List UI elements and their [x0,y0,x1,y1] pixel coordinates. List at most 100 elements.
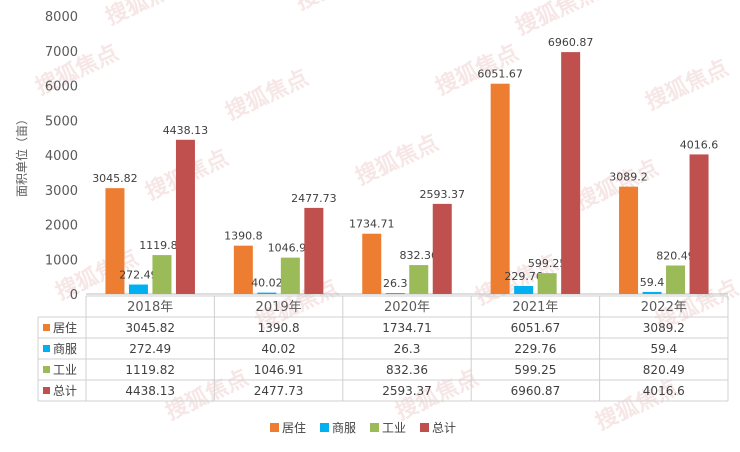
table-cell: 6960.87 [511,384,561,398]
data-label: 4438.13 [163,124,209,137]
legend-key-工业 [43,366,50,373]
data-label: 2477.73 [291,192,337,205]
table-cell: 4438.13 [125,384,175,398]
table-row-label: 工业 [53,363,77,377]
bar-居住 [619,186,639,294]
bar-工业 [537,273,557,294]
data-label: 272.49 [119,269,158,282]
bar-商服 [514,286,534,294]
watermark-text: 搜狐焦点 [222,65,313,126]
table-row-label: 商服 [53,341,77,356]
y-axis-title: 面积单位（亩） [14,113,29,197]
bar-总计 [689,154,709,294]
data-label: 26.3 [383,277,408,290]
watermark-text: 搜狐焦点 [642,55,733,116]
bar-商服 [128,284,148,294]
y-tick-label: 5000 [45,114,78,129]
watermark-text: 搜狐焦点 [162,365,253,426]
bar-商服 [385,293,405,294]
table-cell: 832.36 [386,363,428,377]
table-cell: 1390.8 [258,321,300,335]
data-label: 599.25 [528,257,567,270]
data-label: 40.02 [251,277,283,290]
bar-总计 [304,207,324,294]
legend-key-商服 [43,345,50,352]
table-cell: 272.49 [129,342,171,356]
table-cell: 26.3 [394,342,421,356]
table-cell: 2477.73 [254,384,304,398]
legend-label: 工业 [382,421,406,435]
data-label: 1390.8 [224,230,263,243]
data-label: 59.4 [640,276,665,289]
bar-总计 [432,203,452,294]
data-label: 4016.6 [680,138,719,151]
legend-key-总计 [43,387,50,394]
table-row-label: 居住 [53,321,77,335]
table-cell: 6051.67 [511,321,561,335]
y-tick-label: 4000 [45,149,78,164]
table-cell: 820.49 [643,363,685,377]
table-row-label: 总计 [53,384,77,398]
data-label: 820.49 [656,249,695,262]
y-tick-label: 7000 [45,45,78,60]
bar-居住 [105,188,125,294]
bar-居住 [233,245,253,294]
watermark-text: 搜狐焦点 [352,130,443,191]
y-tick-label: 8000 [45,10,78,25]
data-label: 229.76 [504,270,543,283]
bar-工业 [409,265,429,294]
table-cell: 4016.6 [643,384,685,398]
table-cell: 2593.37 [382,384,432,398]
bar-总计 [175,139,195,294]
y-tick-label: 0 [70,288,78,303]
table-cell: 1046.91 [254,363,304,377]
table-cell: 40.02 [261,342,295,356]
legend-swatch-居住 [270,423,279,432]
watermark-text: 搜狐焦点 [512,0,603,40]
data-label: 832.36 [400,249,439,262]
y-tick-label: 2000 [45,219,78,234]
x-tick-label: 2021年 [512,300,558,315]
bar-商服 [642,291,662,294]
table-cell: 1119.82 [125,363,175,377]
data-label: 1119.82 [139,239,185,252]
x-tick-label: 2019年 [256,300,302,315]
x-tick-label: 2020年 [384,300,430,315]
legend-label: 居住 [282,421,306,435]
data-label: 6960.87 [548,36,594,49]
bar-商服 [257,292,277,294]
bar-总计 [561,52,581,294]
legend-label: 总计 [432,421,456,435]
bar-居住 [362,233,382,294]
legend-swatch-总计 [420,423,429,432]
data-label: 3089.2 [609,171,648,184]
watermark-text: 搜狐焦点 [572,155,663,216]
data-label: 6051.67 [477,68,523,81]
table-cell: 3045.82 [125,321,175,335]
data-label: 2593.37 [420,188,466,201]
bar-工业 [280,257,300,294]
bar-工业 [666,265,686,294]
legend-swatch-工业 [370,423,379,432]
legend-key-居住 [43,324,50,331]
table-cell: 3089.2 [643,321,685,335]
data-label: 1046.91 [268,242,314,255]
y-tick-label: 1000 [45,253,78,268]
y-tick-label: 6000 [45,80,78,95]
watermark-text: 搜狐焦点 [292,0,383,15]
bar-居住 [490,83,510,294]
table-cell: 599.25 [514,363,556,377]
table-cell: 59.4 [650,342,677,356]
x-tick-label: 2018年 [127,300,173,315]
x-tick-label: 2022年 [641,300,687,315]
bar-工业 [152,255,172,294]
data-label: 3045.82 [92,172,138,185]
table-cell: 229.76 [514,342,556,356]
table-cell: 1734.71 [382,321,432,335]
y-tick-label: 3000 [45,184,78,199]
legend-swatch-商服 [320,423,329,432]
data-label: 1734.71 [349,218,395,231]
legend-label: 商服 [332,420,356,435]
watermark-text: 搜狐焦点 [102,0,193,30]
